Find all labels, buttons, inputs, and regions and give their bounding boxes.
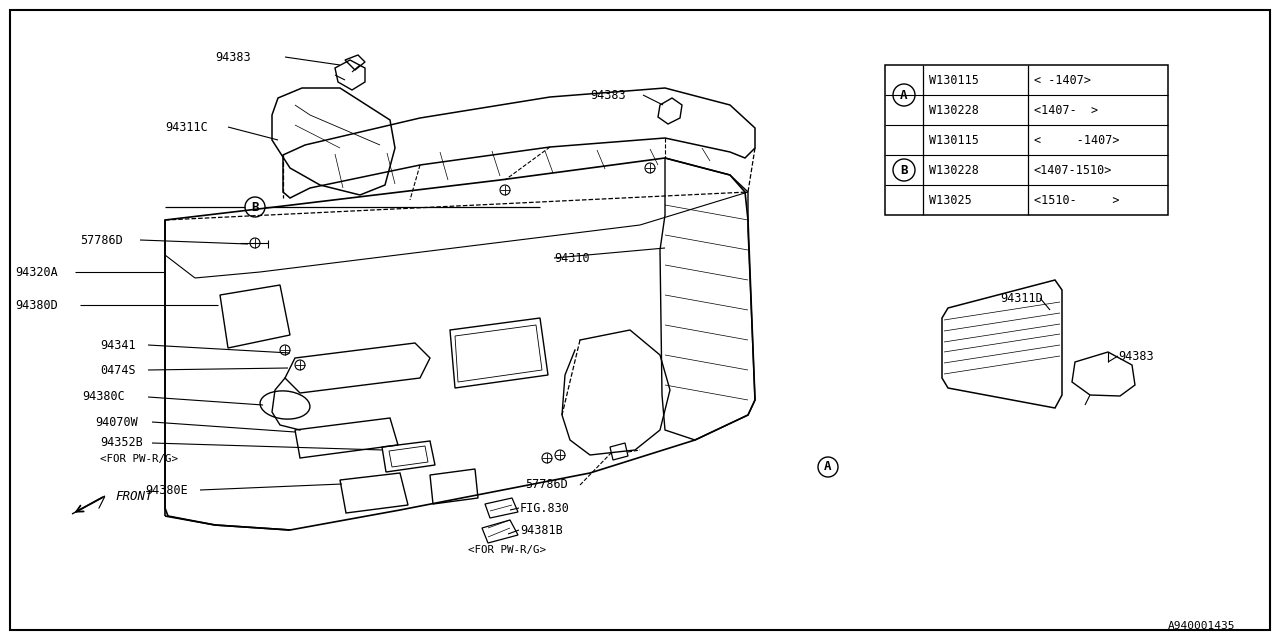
Text: B: B [900, 163, 908, 177]
Text: 94380E: 94380E [145, 483, 188, 497]
Text: W13025: W13025 [929, 193, 972, 207]
Text: 94381B: 94381B [520, 524, 563, 536]
Text: B: B [251, 200, 259, 214]
Text: 94383: 94383 [590, 88, 626, 102]
Text: 94311C: 94311C [165, 120, 207, 134]
Text: <1407-  >: <1407- > [1034, 104, 1098, 116]
Text: W130228: W130228 [929, 104, 979, 116]
Text: A: A [824, 461, 832, 474]
Text: <     -1407>: < -1407> [1034, 134, 1120, 147]
Text: <FOR PW-R/G>: <FOR PW-R/G> [468, 545, 547, 555]
Text: <1407-1510>: <1407-1510> [1034, 163, 1112, 177]
Text: 0474S: 0474S [100, 364, 136, 376]
Text: FIG.830: FIG.830 [520, 502, 570, 515]
Text: 57786D: 57786D [525, 479, 568, 492]
Text: A: A [900, 88, 908, 102]
Text: 94320A: 94320A [15, 266, 58, 278]
Text: 94383: 94383 [1117, 349, 1153, 362]
Text: 94341: 94341 [100, 339, 136, 351]
Text: 94311D: 94311D [1000, 291, 1043, 305]
Text: FRONT: FRONT [115, 490, 152, 504]
Bar [884, 65, 1169, 215]
Text: 94352B: 94352B [100, 436, 143, 449]
Text: 94383: 94383 [215, 51, 251, 63]
Text: W130228: W130228 [929, 163, 979, 177]
Text: 94380C: 94380C [82, 390, 124, 403]
Text: <FOR PW-R/G>: <FOR PW-R/G> [100, 454, 178, 464]
Text: W130115: W130115 [929, 74, 979, 86]
Text: <1510-     >: <1510- > [1034, 193, 1120, 207]
Text: A940001435: A940001435 [1167, 621, 1235, 631]
Text: 94310: 94310 [554, 252, 590, 264]
Text: 94380D: 94380D [15, 298, 58, 312]
Text: 57786D: 57786D [81, 234, 123, 246]
Text: /: / [99, 495, 106, 509]
Text: W130115: W130115 [929, 134, 979, 147]
Text: 94070W: 94070W [95, 415, 138, 429]
Text: < -1407>: < -1407> [1034, 74, 1091, 86]
